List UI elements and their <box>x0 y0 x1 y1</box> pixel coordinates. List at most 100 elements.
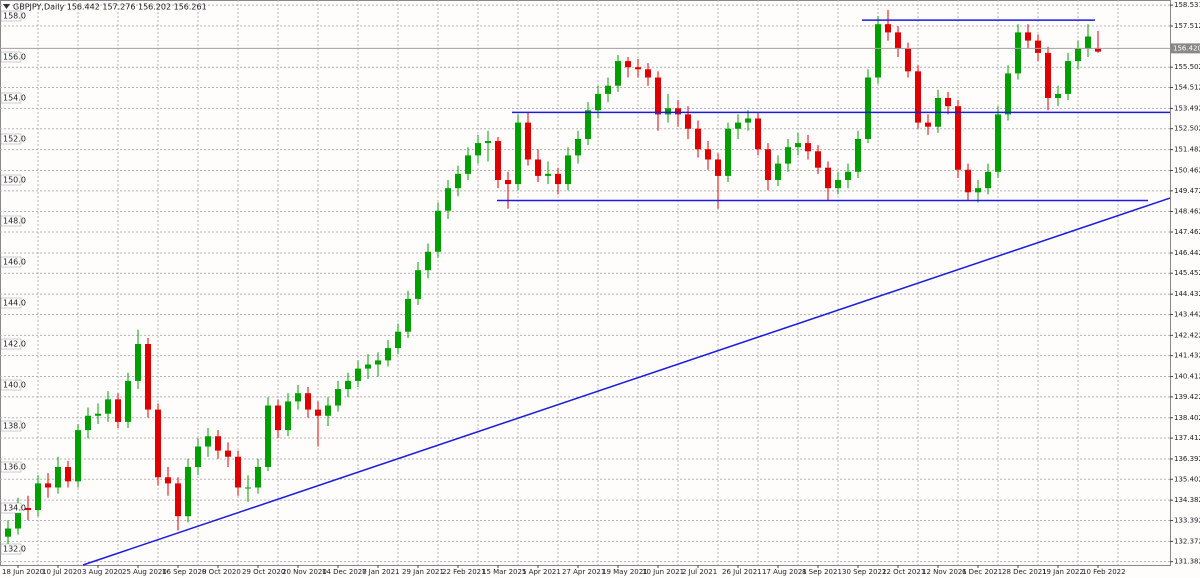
y-tick-box <box>0 215 22 227</box>
y-tick-box <box>0 51 22 63</box>
plot-frame <box>0 0 1171 566</box>
candle-body <box>825 167 831 189</box>
y-tick-label: 156.0 <box>3 52 26 61</box>
candle-body <box>575 138 581 156</box>
y-tick-box <box>0 133 22 145</box>
candle-body <box>405 298 411 332</box>
candle-body <box>1085 36 1091 49</box>
x-tick-label: 6 Dec 2021 <box>962 568 1002 576</box>
candle-body <box>205 436 211 447</box>
candle-body <box>175 483 181 517</box>
x-tick-label: 12 Nov 2021 <box>922 568 967 576</box>
candle-body <box>215 436 221 451</box>
candle-body <box>285 401 291 431</box>
candle-body <box>615 61 621 86</box>
candle-body <box>145 344 151 410</box>
candle-body <box>225 450 231 457</box>
candle-body <box>895 32 901 49</box>
candle-body <box>635 67 641 70</box>
candle-body <box>1015 32 1021 74</box>
y2-tick-label: 144.432 <box>1174 290 1200 298</box>
candle-body <box>435 210 441 252</box>
x-tick-label: 17 Aug 2021 <box>762 568 807 576</box>
y-tick-box <box>0 256 22 268</box>
candle-body <box>475 143 481 156</box>
x-tick-label: 8 Sep 2021 <box>802 568 842 576</box>
candle-body <box>835 179 841 189</box>
x-tick-label: 10 Jul 2020 <box>42 568 82 576</box>
candle-body <box>605 85 611 94</box>
candle-body <box>795 143 801 148</box>
candle-body <box>25 508 31 511</box>
candle-body <box>995 114 1001 172</box>
x-tick-label: 29 Jan 2021 <box>402 568 444 576</box>
y-tick-label: 158.0 <box>3 11 26 20</box>
y-tick-label: 142.0 <box>3 340 26 349</box>
x-tick-label: 2 Jul 2021 <box>682 568 717 576</box>
candle-body <box>65 467 71 482</box>
candle-body <box>675 108 681 115</box>
y2-tick-label: 134.382 <box>1174 496 1200 504</box>
y2-tick-label: 154.512 <box>1174 83 1200 91</box>
candle-body <box>85 415 91 431</box>
candle-body <box>515 122 521 185</box>
candle-body <box>645 69 651 78</box>
candle-body <box>525 122 531 160</box>
x-tick-label: 18 Jun 2020 <box>2 568 44 576</box>
candle-body <box>245 487 251 489</box>
candle-body <box>985 171 991 189</box>
candle-body <box>295 393 301 402</box>
x-tick-label: 30 Sep 2021 <box>842 568 886 576</box>
y-tick-label: 138.0 <box>3 422 26 431</box>
y-tick-label: 140.0 <box>3 381 26 390</box>
x-tick-label: 27 Apr 2021 <box>562 568 605 576</box>
x-tick-label: 26 Jul 2021 <box>722 568 762 576</box>
y2-tick-label: 148.462 <box>1174 208 1200 216</box>
y2-tick-label: 133.392 <box>1174 516 1200 524</box>
candle-body <box>325 405 331 416</box>
candle-body <box>125 380 131 422</box>
candle-body <box>365 364 371 369</box>
x-tick-label: 22 Oct 2021 <box>882 568 925 576</box>
candle-body <box>715 159 721 176</box>
candle-body <box>385 348 391 361</box>
y-tick-box <box>0 174 22 186</box>
candle-body <box>255 467 261 488</box>
candle-body <box>705 149 711 160</box>
candle-body <box>1055 93 1061 98</box>
y-tick-box <box>0 502 22 514</box>
candle-body <box>925 122 931 127</box>
y-tick-box <box>0 543 22 555</box>
candle-body <box>165 477 171 484</box>
y-tick-box <box>0 92 22 104</box>
candle-body <box>5 528 11 537</box>
candle-body <box>815 151 821 168</box>
candle-body <box>945 97 951 107</box>
candle-body <box>625 61 631 68</box>
candle-body <box>965 169 971 193</box>
candle-body <box>415 270 421 299</box>
candle-body <box>975 188 981 193</box>
y2-tick-label: 155.502 <box>1174 63 1200 71</box>
candle-body <box>805 143 811 152</box>
x-tick-label: 19 May 2021 <box>602 568 648 576</box>
grid <box>0 0 1170 565</box>
candle-body <box>75 430 81 482</box>
candle-body <box>565 155 571 185</box>
candle-body <box>185 467 191 517</box>
candle-body <box>505 179 511 185</box>
candle-body <box>305 393 311 410</box>
candle-body <box>315 409 321 416</box>
x-tick-label: 19 Jan 2022 <box>1042 568 1084 576</box>
candle-body <box>445 188 451 211</box>
y2-tick-label: 140.412 <box>1174 373 1200 381</box>
x-tick-label: 15 Mar 2021 <box>482 568 526 576</box>
candle-body <box>135 344 141 381</box>
y-tick-label: 146.0 <box>3 257 26 266</box>
candle-body <box>845 171 851 180</box>
candle-body <box>555 173 561 185</box>
candle-body <box>685 114 691 129</box>
y2-tick-label: 136.392 <box>1174 455 1200 463</box>
y-tick-label: 144.0 <box>3 299 26 308</box>
